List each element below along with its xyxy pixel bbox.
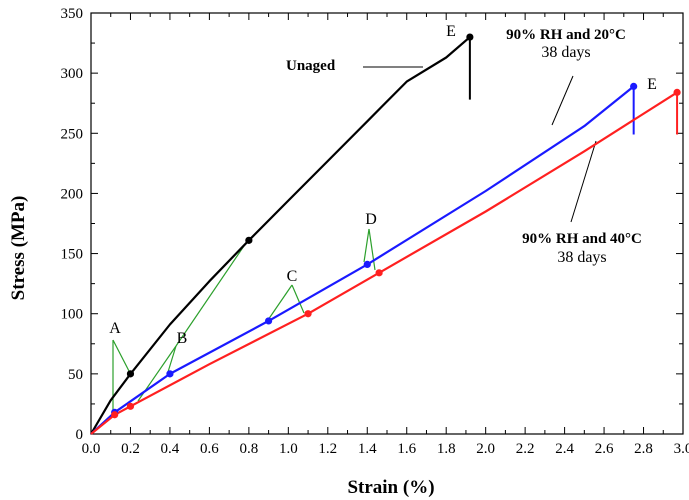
x-tick-label: 2.0 — [476, 441, 495, 457]
x-tick-label: 1.6 — [397, 441, 416, 457]
x-tick-label: 0.6 — [200, 441, 219, 457]
series-line-unaged — [90, 36, 471, 435]
data-point-rh40 — [375, 269, 383, 277]
data-point-rh40 — [304, 310, 312, 318]
annotation-leaders — [112, 66, 597, 410]
annotation-rh20-title: 90% RH and 20°C — [506, 27, 626, 43]
x-tick-label: 2.8 — [634, 441, 653, 457]
label-a: A — [109, 320, 121, 337]
annotation-rh20-days: 38 days — [541, 44, 590, 61]
x-tick-label: 1.4 — [358, 441, 377, 457]
x-tick-label: 1.8 — [437, 441, 456, 457]
x-tick-label: 3.0 — [674, 441, 689, 457]
leader-d — [363, 228, 370, 263]
x-tick-label: 1.2 — [318, 441, 337, 457]
x-tick-label: 2.6 — [595, 441, 614, 457]
label-e-unaged: E — [446, 23, 456, 40]
x-tick-label: 0.0 — [82, 441, 101, 457]
data-point-rh20 — [363, 260, 371, 268]
data-point-rh20 — [630, 82, 638, 90]
x-tick-label: 0.8 — [239, 441, 258, 457]
leader-c — [291, 284, 305, 314]
data-point-unaged — [466, 33, 474, 41]
annotation-rh40-title: 90% RH and 40°C — [522, 231, 642, 247]
data-points — [111, 33, 681, 419]
y-tick-label: 0 — [76, 427, 84, 443]
annotation-rh40-days: 38 days — [557, 249, 606, 266]
leader-a — [112, 339, 131, 374]
axes: 0.0 0.2 0.4 0.6 0.8 1.0 1.2 1.4 1.6 1.8 2.0 2.2 2.4 2… — [61, 6, 689, 457]
x-axis-title: Strain (%) — [347, 477, 434, 498]
leader-d — [368, 228, 376, 271]
data-point-unaged — [126, 370, 135, 378]
data-point-unaged — [245, 236, 253, 244]
x-tick-label: 0.4 — [161, 441, 180, 457]
label-d: D — [365, 211, 377, 228]
leader-b — [175, 239, 249, 347]
series-line-rh20 — [90, 85, 635, 435]
y-tick-label: 50 — [68, 367, 83, 383]
y-tick-label: 150 — [61, 247, 84, 263]
x-tick-label: 0.2 — [121, 441, 140, 457]
leader-b — [167, 345, 177, 373]
y-tick-label: 100 — [61, 307, 84, 323]
y-tick-label: 350 — [61, 6, 84, 22]
y-tick-label: 200 — [61, 186, 84, 202]
data-point-rh20 — [166, 370, 174, 378]
x-tick-label: 2.4 — [555, 441, 574, 457]
annotation-unaged: Unaged — [286, 58, 336, 74]
data-point-rh40 — [126, 402, 135, 410]
leader-rh40 — [570, 140, 597, 223]
y-tick-label: 300 — [61, 66, 84, 82]
x-tick-label: 2.2 — [516, 441, 535, 457]
label-c: C — [287, 268, 298, 285]
plot-frame — [90, 12, 684, 435]
data-point-rh40 — [673, 88, 681, 96]
label-b: B — [177, 330, 188, 347]
leader-c — [267, 284, 293, 321]
data-point-rh20 — [265, 317, 273, 325]
data-point-rh40 — [111, 411, 119, 419]
leader-rh20 — [551, 75, 574, 126]
y-axis-title: Stress (MPa) — [8, 196, 29, 301]
x-tick-label: 1.0 — [279, 441, 298, 457]
label-e-aged: E — [647, 76, 657, 93]
y-tick-label: 250 — [61, 126, 84, 142]
